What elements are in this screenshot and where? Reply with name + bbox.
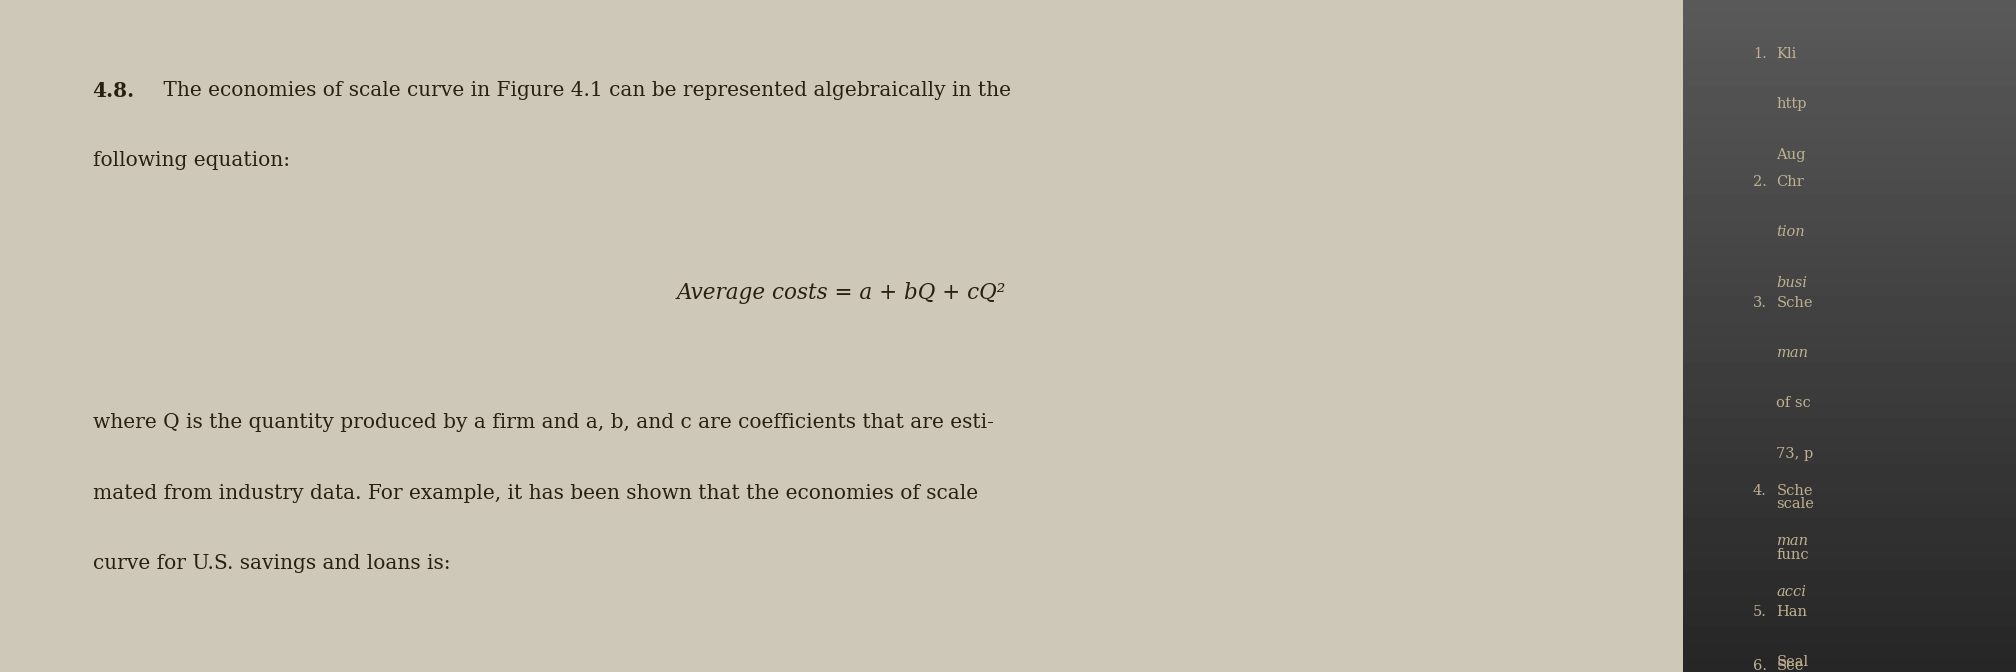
Text: of sc: of sc [1776, 396, 1810, 411]
Text: Kli: Kli [1776, 47, 1796, 61]
Text: busi: busi [1776, 276, 1808, 290]
Text: man: man [1776, 534, 1808, 548]
Text: 1.: 1. [1752, 47, 1766, 61]
Text: 4.: 4. [1752, 484, 1766, 498]
Text: Sche: Sche [1776, 296, 1812, 310]
Text: scale: scale [1776, 497, 1814, 511]
Text: 3.: 3. [1752, 296, 1766, 310]
Text: Aug: Aug [1776, 148, 1806, 162]
Text: tion: tion [1776, 225, 1804, 239]
Text: Sche: Sche [1776, 484, 1812, 498]
Text: http: http [1776, 97, 1806, 112]
Text: following equation:: following equation: [93, 151, 290, 170]
Text: acci: acci [1776, 585, 1806, 599]
Text: 2.: 2. [1752, 175, 1766, 189]
Text: See: See [1776, 659, 1804, 672]
Text: 4.8.: 4.8. [93, 81, 135, 101]
Text: Seal: Seal [1776, 655, 1808, 669]
Text: Chr: Chr [1776, 175, 1804, 189]
Text: man: man [1776, 346, 1808, 360]
Text: The economies of scale curve in Figure 4.1 can be represented algebraically in t: The economies of scale curve in Figure 4… [157, 81, 1010, 99]
Text: Average costs = a + bQ + cQ²: Average costs = a + bQ + cQ² [677, 282, 1006, 304]
Text: curve for U.S. savings and loans is:: curve for U.S. savings and loans is: [93, 554, 450, 573]
Text: func: func [1776, 548, 1808, 562]
Text: 6.: 6. [1752, 659, 1766, 672]
Text: mated from industry data. For example, it has been shown that the economies of s: mated from industry data. For example, i… [93, 484, 978, 503]
Text: Han: Han [1776, 605, 1808, 619]
Text: 5.: 5. [1752, 605, 1766, 619]
Text: where Q is the quantity produced by a firm and a, b, and c are coefficients that: where Q is the quantity produced by a fi… [93, 413, 994, 432]
Text: 73, p: 73, p [1776, 447, 1814, 461]
